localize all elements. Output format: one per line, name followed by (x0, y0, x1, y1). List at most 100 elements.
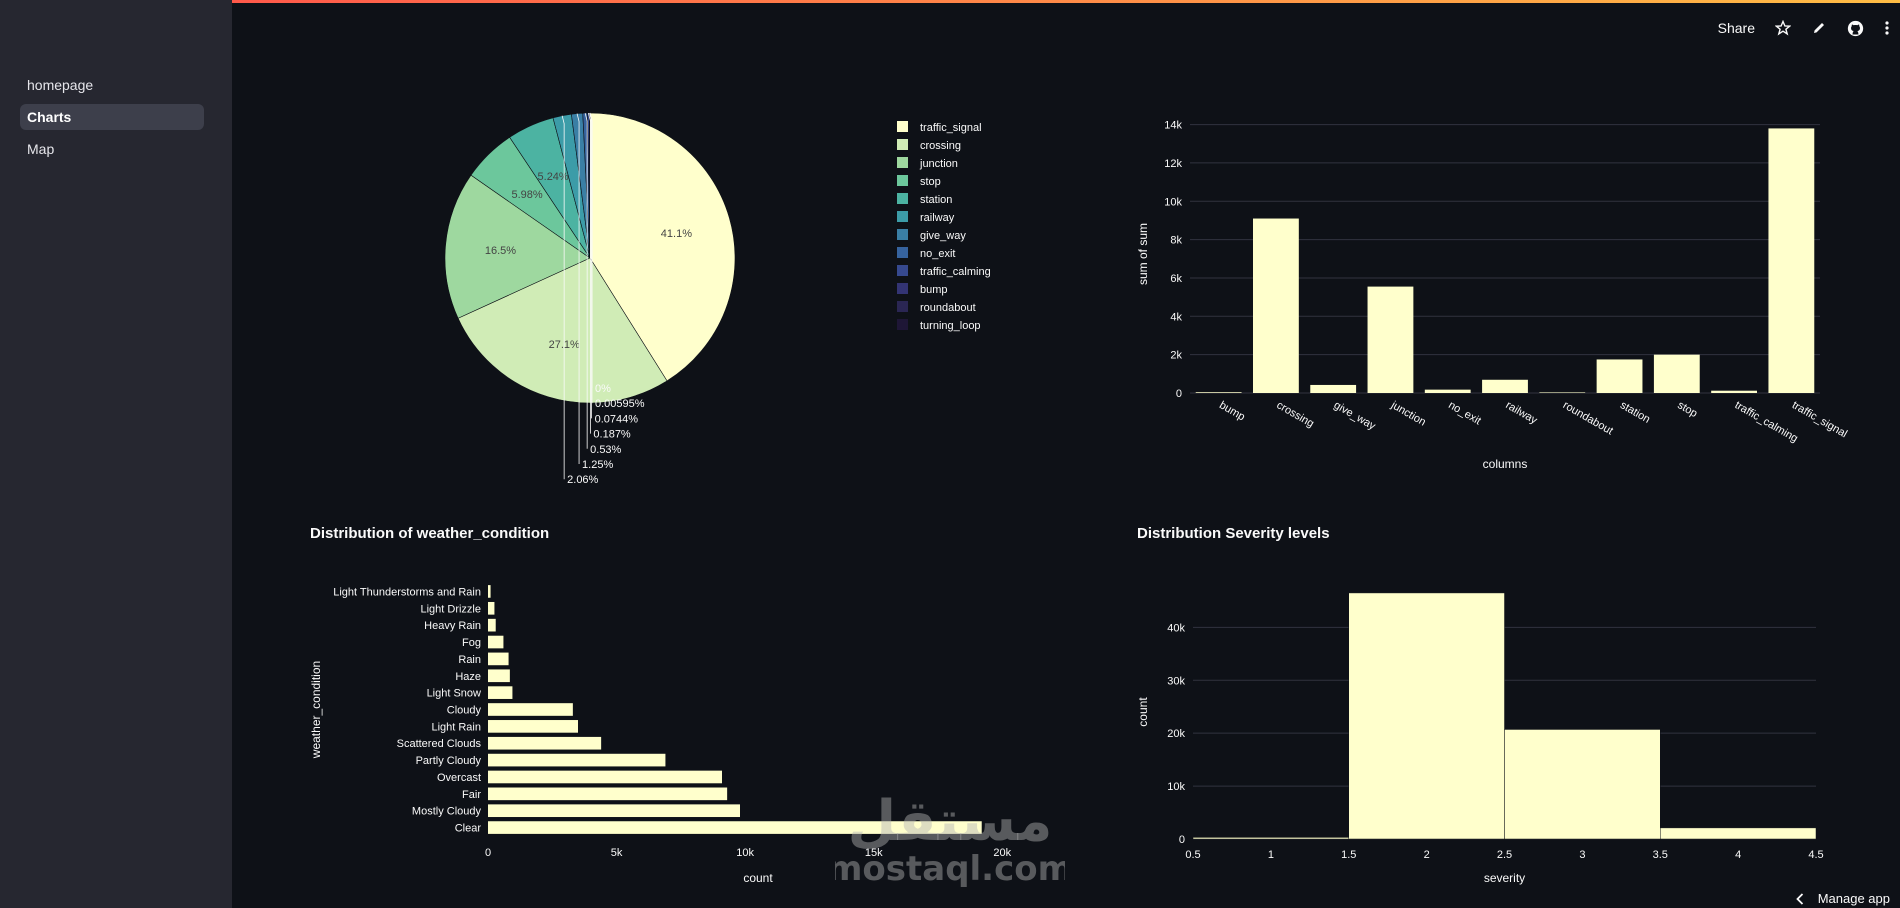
bar-xtick-label: traffic_calming (1733, 399, 1800, 445)
share-button[interactable]: Share (1717, 20, 1755, 36)
legend-swatch-give-way (897, 229, 908, 240)
bar-xtick-label: station (1618, 399, 1652, 426)
legend-swatch-railway (897, 211, 908, 222)
hbar-ytick-label: Light Drizzle (420, 603, 481, 615)
hbar-fair (488, 787, 728, 801)
hbar-ytick-label: Haze (455, 671, 481, 683)
bar-xtick-label: roundabout (1561, 399, 1615, 437)
bar-ytick-label: 4k (1170, 311, 1182, 323)
hist-bar-3 (1504, 729, 1661, 840)
legend-swatch-bump (897, 283, 908, 294)
manage-app-button[interactable]: Manage app (1795, 891, 1890, 906)
hist-xtick-label: 1.5 (1341, 849, 1356, 861)
pie-slice-junction (444, 174, 591, 319)
legend-swatch-junction (897, 157, 908, 168)
bar-ytick-label: 12k (1164, 158, 1182, 170)
hbar-ytick-label: Fair (462, 789, 481, 801)
sidebar-item-homepage[interactable]: homepage (27, 77, 94, 93)
bar-traffic-signal (1768, 128, 1815, 393)
hist-x-axis-title: severity (1484, 871, 1525, 885)
hist-bar-4 (1660, 827, 1817, 840)
bar-xtick-label: stop (1675, 399, 1699, 420)
legend-label-junction: junction (919, 158, 958, 170)
header-toolbar: Share (1718, 16, 1890, 40)
pie-label-traffic-calming: 0.187% (593, 429, 631, 441)
legend-label-station: station (920, 194, 952, 206)
hbar-ytick-label: Cloudy (447, 705, 482, 717)
weather-bar-chart: Light Thunderstorms and Rain Light Drizzl… (300, 575, 1060, 895)
hist-xtick-label: 2 (1424, 849, 1430, 861)
hbar-x-axis-title: count (743, 871, 773, 885)
severity-histogram-svg: 0 10k 20k 30k 40k 0.5 1 1.5 2 2.5 3 3.5 4 4.5 severity… (1136, 592, 1824, 885)
top-accent-bar (0, 0, 1900, 3)
severity-chart-title: Distribution Severity levels (1137, 525, 1330, 542)
hist-ytick-label: 0 (1179, 834, 1185, 846)
bar-xtick-label: no_exit (1446, 399, 1483, 427)
hist-xtick-label: 3 (1579, 849, 1585, 861)
hbar-light-snow (488, 686, 513, 699)
bar-give-way (1310, 384, 1357, 393)
hbar-rain (488, 652, 509, 666)
star-icon[interactable] (1775, 20, 1791, 36)
pie-leader-traffic-calming (588, 112, 591, 434)
hist-bar-1 (1192, 837, 1349, 840)
bar-stop (1653, 354, 1700, 393)
hbar-cloudy (488, 703, 573, 716)
hbar-ytick-label: Rain (458, 654, 481, 666)
weather-chart-title: Distribution of weather_condition (310, 525, 550, 542)
hist-y-axis-title: count (1136, 697, 1150, 727)
hbar-overcast (488, 770, 722, 784)
pie-label-no-exit: 0.53% (590, 444, 621, 456)
bar-bump (1195, 392, 1242, 393)
pie-label-stop: 5.98% (511, 189, 542, 201)
hist-ytick-label: 30k (1167, 675, 1185, 687)
hist-xtick-label: 4 (1735, 849, 1741, 861)
legend-swatch-traffic-calming (897, 265, 908, 276)
bar-traffic-calming (1711, 390, 1757, 393)
legend-label-turning-loop: turning_loop (920, 320, 981, 332)
hbar-ytick-label: Light Snow (427, 688, 481, 700)
hbar-heavy-rain (488, 618, 496, 632)
hbar-ytick-label: Scattered Clouds (397, 738, 482, 750)
github-icon[interactable] (1847, 20, 1864, 37)
hbar-xtick-label: 5k (611, 847, 623, 859)
legend-label-roundabout: roundabout (920, 302, 976, 314)
legend-label-give-way: give_way (920, 230, 966, 242)
columns-bar-chart-svg: 0 2k 4k 6k 8k 10k 12k 14k bump crossing give_way ju… (1136, 120, 1849, 471)
legend-label-stop: stop (920, 176, 941, 188)
columns-bar-chart: 0 2k 4k 6k 8k 10k 12k 14k bump crossing give_way ju… (1130, 110, 1849, 480)
pie-chart-svg: 41.1%27.1%16.5%5.98%5.24%0%0.00595%0.074… (444, 112, 991, 486)
bar-crossing (1253, 218, 1299, 393)
hbar-light-rain (488, 720, 578, 733)
legend-swatch-station (897, 193, 908, 204)
pie-slice-crossing (457, 257, 668, 404)
hbar-ytick-label: Light Rain (431, 721, 481, 733)
bar-junction (1367, 286, 1414, 393)
sidebar-item-charts[interactable]: Charts (20, 104, 204, 130)
hbar-xtick-label: 0 (485, 847, 491, 859)
pie-label-give-way: 1.25% (582, 459, 613, 471)
legend-swatch-roundabout (897, 301, 908, 312)
sidebar-item-map[interactable]: Map (27, 141, 55, 157)
weather-bar-chart-svg: Light Thunderstorms and Rain Light Drizzl… (309, 585, 1012, 885)
hist-xtick-label: 0.5 (1185, 849, 1200, 861)
bar-ytick-label: 6k (1170, 273, 1182, 285)
hbar-clear (488, 821, 982, 834)
hist-ytick-label: 20k (1167, 728, 1185, 740)
hist-ytick-label: 10k (1167, 781, 1185, 793)
pie-label-station: 5.24% (538, 171, 569, 183)
sidebar: homepage Charts Map (0, 0, 232, 908)
pencil-icon[interactable] (1811, 20, 1827, 36)
bar-ytick-label: 0 (1176, 388, 1182, 400)
bar-xtick-label: junction (1388, 399, 1428, 429)
bar-y-axis-title: sum of sum (1136, 223, 1150, 285)
hbar-ytick-label: Mostly Cloudy (412, 806, 482, 818)
hbar-xtick-label: 20k (993, 847, 1011, 859)
legend-label-no-exit: no_exit (920, 248, 955, 260)
pie-label-roundabout: 0.00595% (595, 398, 645, 410)
pie-label-railway: 2.06% (567, 474, 598, 486)
more-vertical-icon[interactable] (1884, 20, 1890, 36)
pie-chart: 41.1% 27.1% 16.5% 5.98% 5.24% 0% 0.00595% 0.074… (310, 90, 1010, 486)
legend-swatch-crossing (897, 139, 908, 150)
hbar-mostly-cloudy (488, 804, 740, 818)
